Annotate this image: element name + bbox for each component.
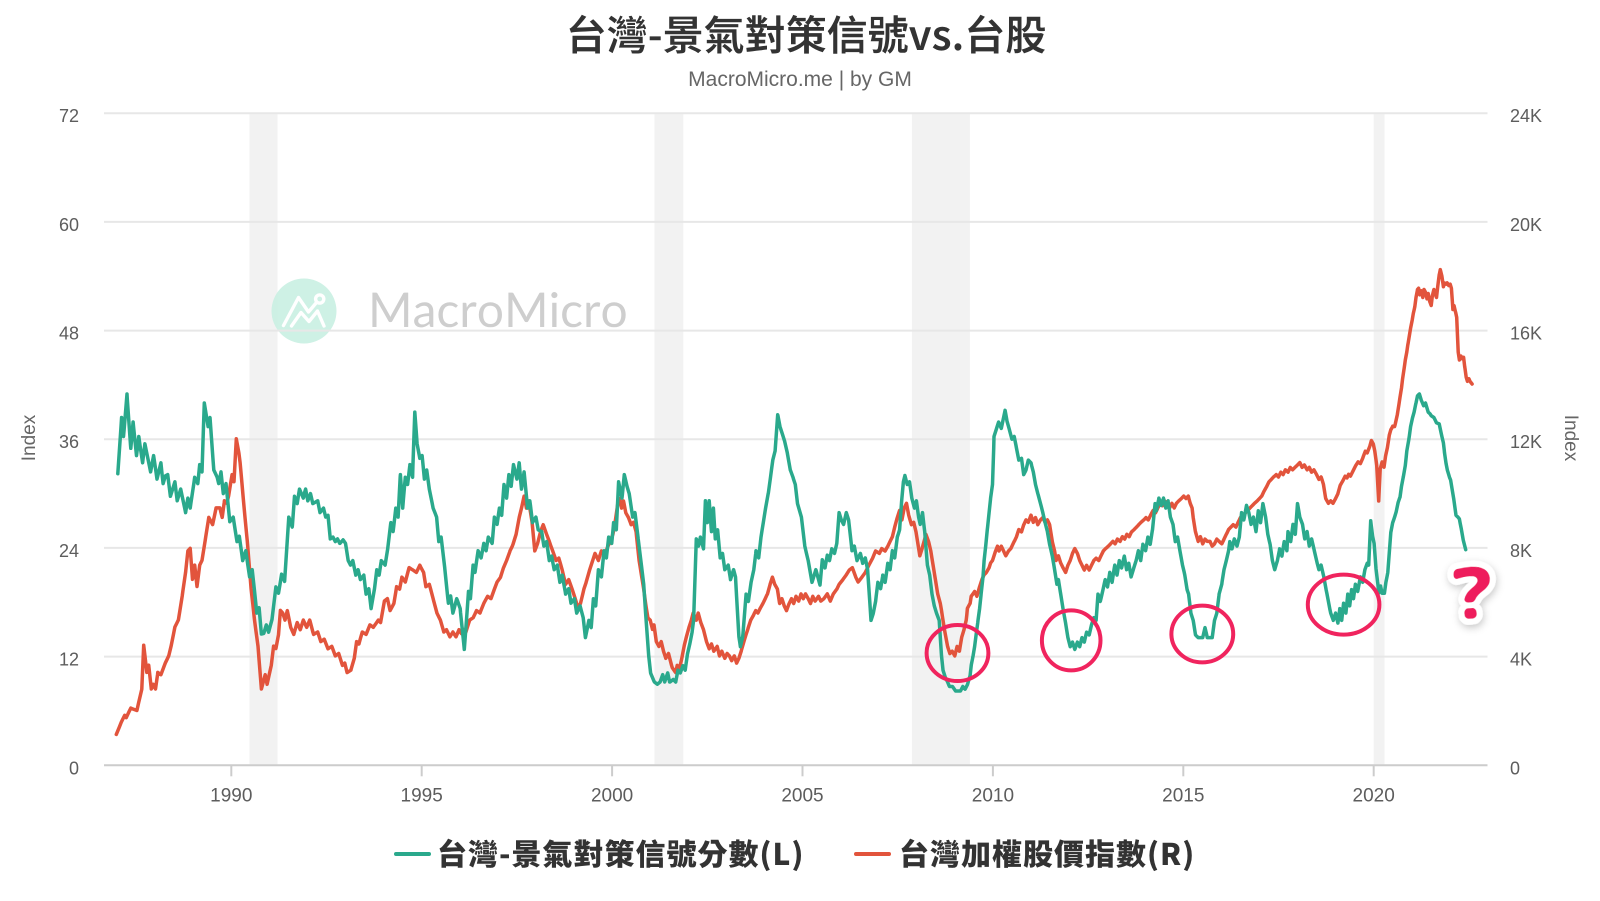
svg-text:2010: 2010 [972,785,1014,806]
svg-text:24K: 24K [1510,106,1542,126]
svg-text:Index: Index [19,414,40,461]
svg-text:2020: 2020 [1353,785,1395,806]
svg-text:36: 36 [59,432,79,452]
svg-text:2000: 2000 [591,785,633,806]
svg-text:2005: 2005 [781,785,823,806]
svg-text:1990: 1990 [210,785,252,806]
svg-text:4K: 4K [1510,650,1532,670]
svg-text:16K: 16K [1510,324,1542,344]
svg-text:0: 0 [1510,758,1520,778]
svg-text:0: 0 [69,758,79,778]
svg-text:12: 12 [59,650,79,670]
svg-text:24: 24 [59,541,79,561]
svg-text:12K: 12K [1510,432,1542,452]
svg-text:MacroMicro.me | by GM: MacroMicro.me | by GM [688,68,912,91]
svg-text:48: 48 [59,324,79,344]
svg-text:60: 60 [59,215,79,235]
svg-text:8K: 8K [1510,541,1532,561]
svg-text:20K: 20K [1510,215,1542,235]
svg-text:72: 72 [59,106,79,126]
svg-text:Index: Index [1560,415,1581,462]
svg-text:1995: 1995 [401,785,443,806]
svg-text:2015: 2015 [1162,785,1204,806]
